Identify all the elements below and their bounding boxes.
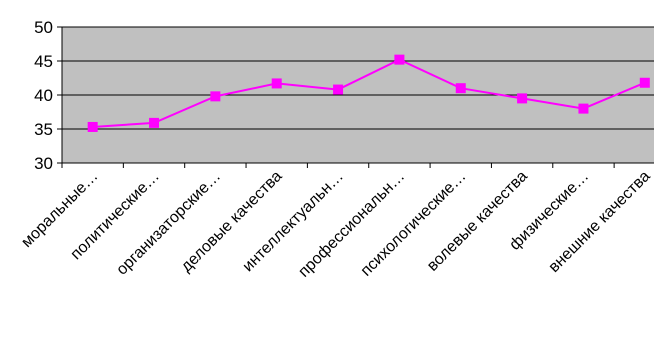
data-point-marker bbox=[517, 93, 528, 104]
y-tick-label: 50 bbox=[34, 18, 53, 37]
gridlines bbox=[62, 26, 654, 130]
x-category-label: организаторские… bbox=[113, 168, 224, 279]
data-point-marker bbox=[455, 83, 466, 94]
data-point-marker bbox=[578, 103, 589, 114]
x-category-label: психологические… bbox=[358, 168, 470, 280]
x-category-label: волевые качества bbox=[424, 168, 531, 275]
y-axis-ticks: 30 35 40 45 50 bbox=[34, 18, 62, 173]
data-point-marker bbox=[639, 77, 650, 88]
x-category-label: профессиональн… bbox=[295, 168, 408, 281]
x-category-label: внешние качества bbox=[546, 168, 654, 276]
x-category-label: деловые качества bbox=[178, 168, 286, 276]
y-tick-label: 40 bbox=[34, 86, 53, 105]
data-point-marker bbox=[210, 91, 221, 102]
data-point-marker bbox=[394, 54, 405, 65]
axes bbox=[61, 27, 654, 164]
y-tick-label: 35 bbox=[34, 120, 53, 139]
y-tick-label: 30 bbox=[34, 154, 53, 173]
series-line bbox=[92, 58, 646, 128]
data-point-marker bbox=[333, 84, 344, 95]
data-point-marker bbox=[271, 78, 282, 89]
data-point-marker bbox=[87, 121, 98, 132]
x-axis-labels: моральные…политические…организаторские…д… bbox=[18, 163, 654, 281]
series-group bbox=[87, 54, 650, 132]
x-category-label: интеллектуальн… bbox=[240, 168, 347, 275]
data-point-marker bbox=[149, 117, 160, 128]
y-tick-label: 45 bbox=[34, 52, 53, 71]
